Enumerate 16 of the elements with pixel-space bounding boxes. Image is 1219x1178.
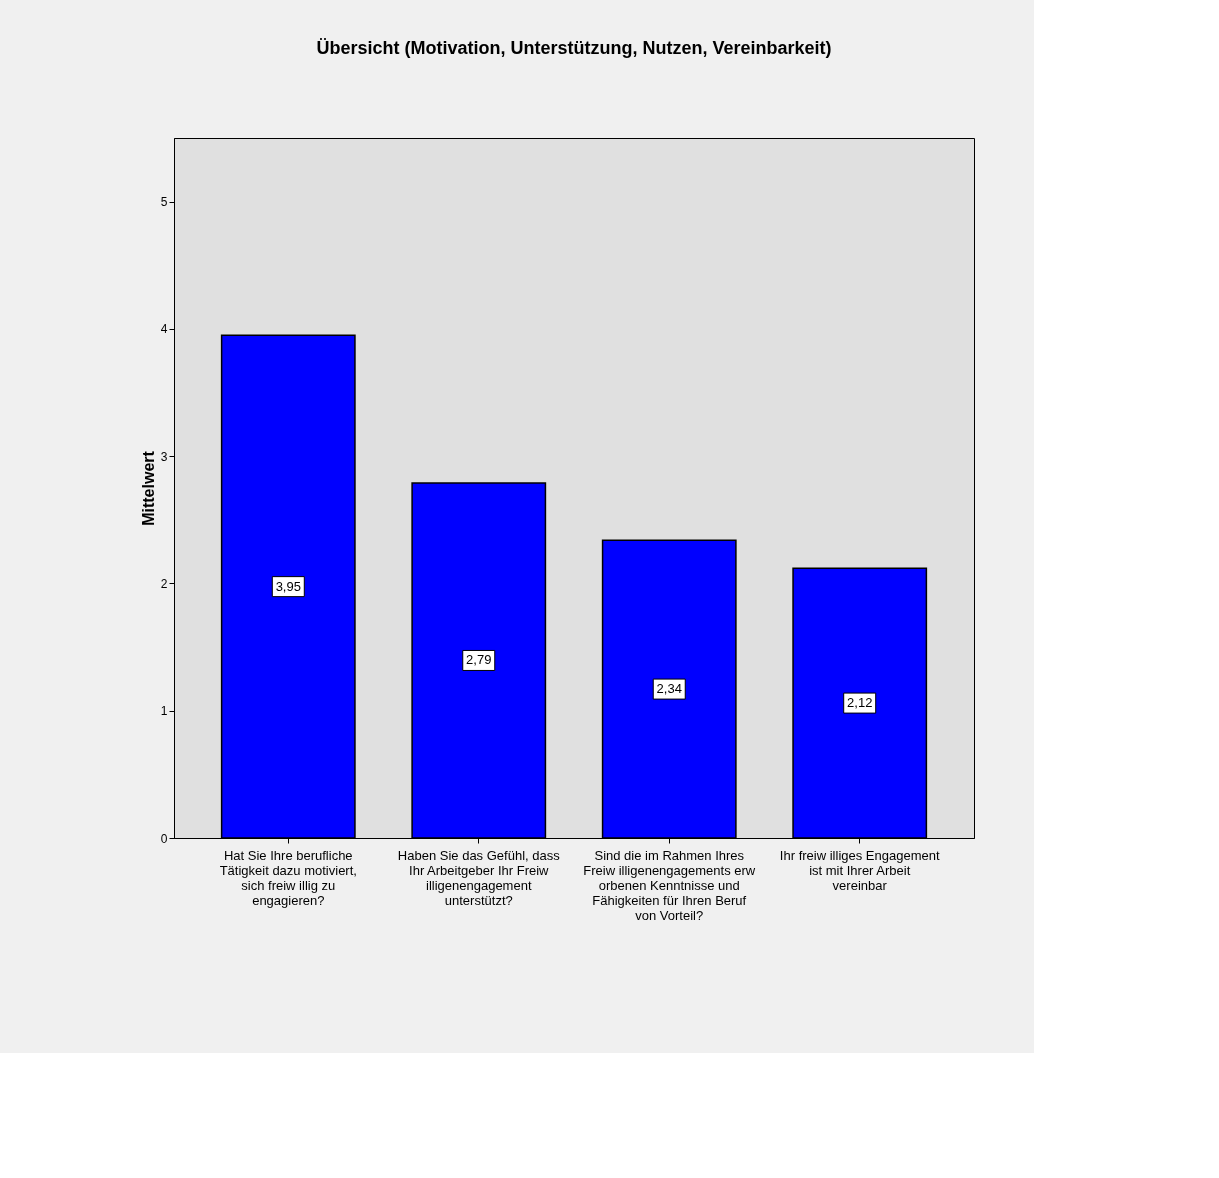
y-tick-label: 2: [160, 576, 168, 591]
y-tick-label: 1: [160, 704, 168, 719]
y-tick-label: 3: [160, 449, 168, 464]
y-tick-label: 5: [160, 195, 168, 210]
x-tick-label: Sind die im Rahmen Ihres Freiw illigenengagements erw orbenen Kenntnisse und Fähigkeiten für Ihren Beruf von Vorteil?: [583, 848, 756, 923]
y-tick-label: 0: [160, 831, 168, 846]
y-tick-label: 4: [160, 322, 168, 337]
y-axis-title: Mittelwert: [139, 450, 157, 526]
data-label: 2,79: [466, 652, 492, 668]
data-label: 3,95: [275, 578, 301, 594]
x-tick-label: Haben Sie das Gefühl, dass Ihr Arbeitgeber Ihr Freiw illigenengagement unterstützt?: [397, 848, 561, 908]
x-tick-label: Hat Sie Ihre berufliche Tätigkeit dazu motiviert, sich freiw illig zu engagieren?: [219, 848, 357, 908]
chart-title: Übersicht (Motivation, Unterstützung, Nutzen, Vereinbarkeit): [316, 38, 832, 58]
data-label: 2,12: [847, 695, 873, 711]
x-tick-label: Ihr freiw illiges Engagement ist mit Ihrer Arbeit vereinbar: [779, 848, 940, 893]
data-label: 2,34: [656, 681, 682, 697]
